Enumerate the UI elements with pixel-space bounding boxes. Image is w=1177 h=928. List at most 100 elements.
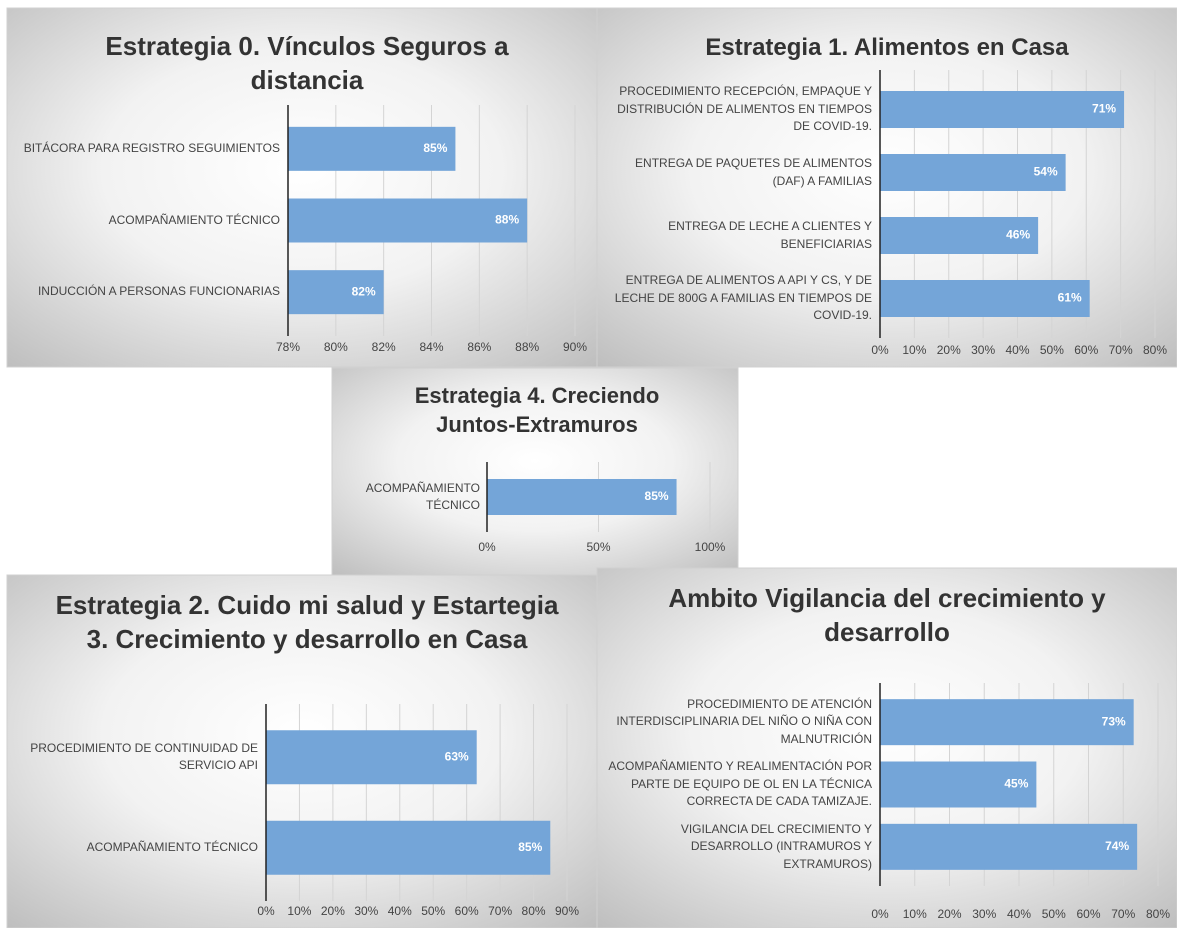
chart-title: Estrategia 1. Alimentos en Casa [705,34,1069,61]
category-label: VIGILANCIA DEL CRECIMIENTO Y DESARROLLO … [680,821,872,871]
category-label-box: ACOMPAÑAMIENTO TÉCNICO [108,212,280,227]
bar [880,91,1125,128]
x-tick-label: 78% [276,340,300,354]
x-tick-label: 0% [257,904,275,918]
bar [266,820,551,875]
x-tick-label: 10% [287,904,311,918]
x-tick-label: 20% [937,343,961,357]
value-label: 45% [1004,777,1028,791]
category-label: ENTREGA DE ALIMENTOS A API Y CS, Y DE LE… [614,273,872,323]
x-tick-label: 80% [324,340,348,354]
x-tick-label: 60% [1076,907,1100,921]
x-tick-label: 80% [1146,907,1170,921]
value-label: 61% [1058,291,1082,305]
bar [487,479,677,515]
value-label: 73% [1102,714,1126,728]
category-label: ACOMPAÑAMIENTO Y REALIMENTACIÓN POR PART… [608,759,872,809]
category-label: PROCEDIMIENTO DE ATENCIÓN INTERDISCIPLIN… [616,697,872,746]
value-label: 54% [1034,165,1058,179]
bar [880,699,1134,746]
category-label-box: VIGILANCIA DEL CRECIMIENTO Y DESARROLLO … [680,821,872,871]
category-label: PROCEDIMIENTO RECEPCIÓN, EMPAQUE Y DISTR… [617,84,872,134]
chart-title-box: Ambito Vigilancia del crecimiento y desa… [668,583,1106,647]
chart-title-box: Estrategia 4. Creciendo Juntos-Extramuro… [414,383,660,437]
x-tick-label: 20% [937,907,961,921]
x-tick-label: 40% [388,904,412,918]
category-label-box: BITÁCORA PARA REGISTRO SEGUIMIENTOS [23,141,280,156]
x-tick-label: 0% [871,343,889,357]
x-tick-label: 86% [467,340,491,354]
bar [288,198,528,243]
value-label: 85% [518,840,542,854]
bar [880,217,1039,254]
category-label: ACOMPAÑAMIENTO TÉCNICO [86,840,258,855]
x-tick-label: 70% [1109,343,1133,357]
bar [288,270,384,315]
x-tick-label: 70% [488,904,512,918]
value-label: 46% [1006,228,1030,242]
value-label: 82% [352,284,376,298]
category-label: ENTREGA DE LECHE A CLIENTES Y BENEFICIAR… [668,219,872,251]
x-tick-label: 60% [1074,343,1098,357]
category-label-box: PROCEDIMIENTO RECEPCIÓN, EMPAQUE Y DISTR… [617,84,872,134]
x-tick-label: 0% [478,540,496,554]
chart-title-box: Estrategia 1. Alimentos en Casa [705,34,1069,61]
x-tick-label: 30% [971,343,995,357]
x-tick-label: 82% [372,340,396,354]
value-label: 71% [1092,102,1116,116]
value-label: 85% [645,489,669,503]
category-label: ACOMPAÑAMIENTO TÉCNICO [365,480,480,512]
x-tick-label: 30% [972,907,996,921]
chart-title: Ambito Vigilancia del crecimiento y desa… [668,583,1106,647]
x-tick-label: 50% [586,540,610,554]
x-tick-label: 20% [321,904,345,918]
x-tick-label: 80% [1143,343,1167,357]
category-label: BITÁCORA PARA REGISTRO SEGUIMIENTOS [23,141,280,156]
x-tick-label: 100% [695,540,726,554]
category-label-box: ENTREGA DE LECHE A CLIENTES Y BENEFICIAR… [668,219,872,251]
x-tick-label: 90% [563,340,587,354]
x-tick-label: 88% [515,340,539,354]
value-label: 88% [495,213,519,227]
x-tick-label: 50% [1040,343,1064,357]
bar [880,823,1138,870]
value-label: 74% [1105,839,1129,853]
x-tick-label: 40% [1005,343,1029,357]
x-tick-label: 50% [1042,907,1066,921]
chart-title: Estrategia 2. Cuido mi salud y Estartegi… [55,590,559,654]
category-label: ENTREGA DE PAQUETES DE ALIMENTOS (DAF) A… [635,156,872,188]
category-label-box: PROCEDIMIENTO DE ATENCIÓN INTERDISCIPLIN… [616,697,872,746]
bar [288,126,456,171]
value-label: 85% [423,141,447,155]
category-label: PROCEDIMIENTO DE CONTINUIDAD DE SERVICIO… [30,740,258,773]
bar [880,280,1090,317]
category-label: ACOMPAÑAMIENTO TÉCNICO [108,212,280,227]
value-label: 63% [445,749,469,763]
x-tick-label: 84% [419,340,443,354]
x-tick-label: 10% [903,907,927,921]
x-tick-label: 60% [455,904,479,918]
x-tick-label: 90% [555,904,579,918]
category-label-box: ACOMPAÑAMIENTO Y REALIMENTACIÓN POR PART… [608,759,872,809]
x-tick-label: 70% [1111,907,1135,921]
x-tick-label: 10% [902,343,926,357]
bar [266,730,477,785]
chart-title-box: Estrategia 0. Vínculos Seguros a distanc… [105,31,509,95]
x-tick-label: 0% [871,907,889,921]
chart-title: Estrategia 4. Creciendo Juntos-Extramuro… [414,383,660,437]
chart-title: Estrategia 0. Vínculos Seguros a distanc… [105,31,509,95]
x-tick-label: 80% [522,904,546,918]
bar [880,154,1066,191]
x-tick-label: 50% [421,904,445,918]
bar [880,761,1037,808]
category-label-box: ACOMPAÑAMIENTO TÉCNICO [365,480,480,512]
x-tick-label: 30% [354,904,378,918]
category-label-box: INDUCCIÓN A PERSONAS FUNCIONARIAS [37,284,280,299]
category-label-box: ACOMPAÑAMIENTO TÉCNICO [86,840,258,855]
category-label-box: ENTREGA DE ALIMENTOS A API Y CS, Y DE LE… [614,273,872,323]
category-label: INDUCCIÓN A PERSONAS FUNCIONARIAS [37,284,280,299]
category-label-box: ENTREGA DE PAQUETES DE ALIMENTOS (DAF) A… [635,156,872,188]
x-tick-label: 40% [1007,907,1031,921]
category-label-box: PROCEDIMIENTO DE CONTINUIDAD DE SERVICIO… [30,740,258,773]
